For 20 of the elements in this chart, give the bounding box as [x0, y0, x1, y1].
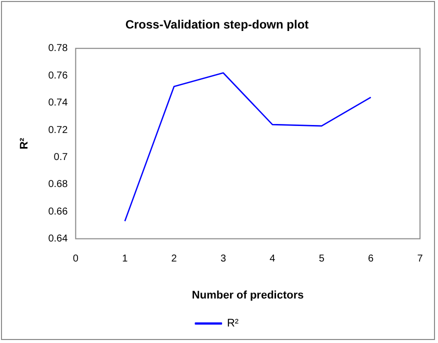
x-tick-label: 6 [368, 254, 374, 265]
y-tick-label: 0.72 [48, 124, 68, 136]
legend-label: R² [226, 318, 239, 330]
x-tick-label: 1 [122, 254, 128, 265]
y-tick-label: 0.64 [48, 234, 68, 245]
y-tick-label: 0.7 [54, 152, 68, 163]
x-tick-label: 5 [318, 254, 325, 265]
x-tick-label: 7 [417, 254, 424, 265]
x-axis-title: Number of predictors [192, 289, 304, 302]
y-tick-label: 0.76 [48, 70, 68, 82]
y-tick-label: 0.68 [48, 179, 68, 190]
x-tick-label: 4 [270, 254, 276, 265]
y-tick-label: 0.66 [48, 206, 68, 218]
y-axis-title: R² [18, 137, 31, 150]
x-tick-label: 2 [171, 254, 178, 265]
y-tick-label: 0.74 [48, 98, 68, 109]
x-tick-label: 3 [220, 254, 226, 265]
x-tick-label: 0 [72, 254, 79, 265]
y-tick-label: 0.78 [48, 43, 68, 54]
chart-title: Cross-Validation step-down plot [125, 18, 309, 32]
